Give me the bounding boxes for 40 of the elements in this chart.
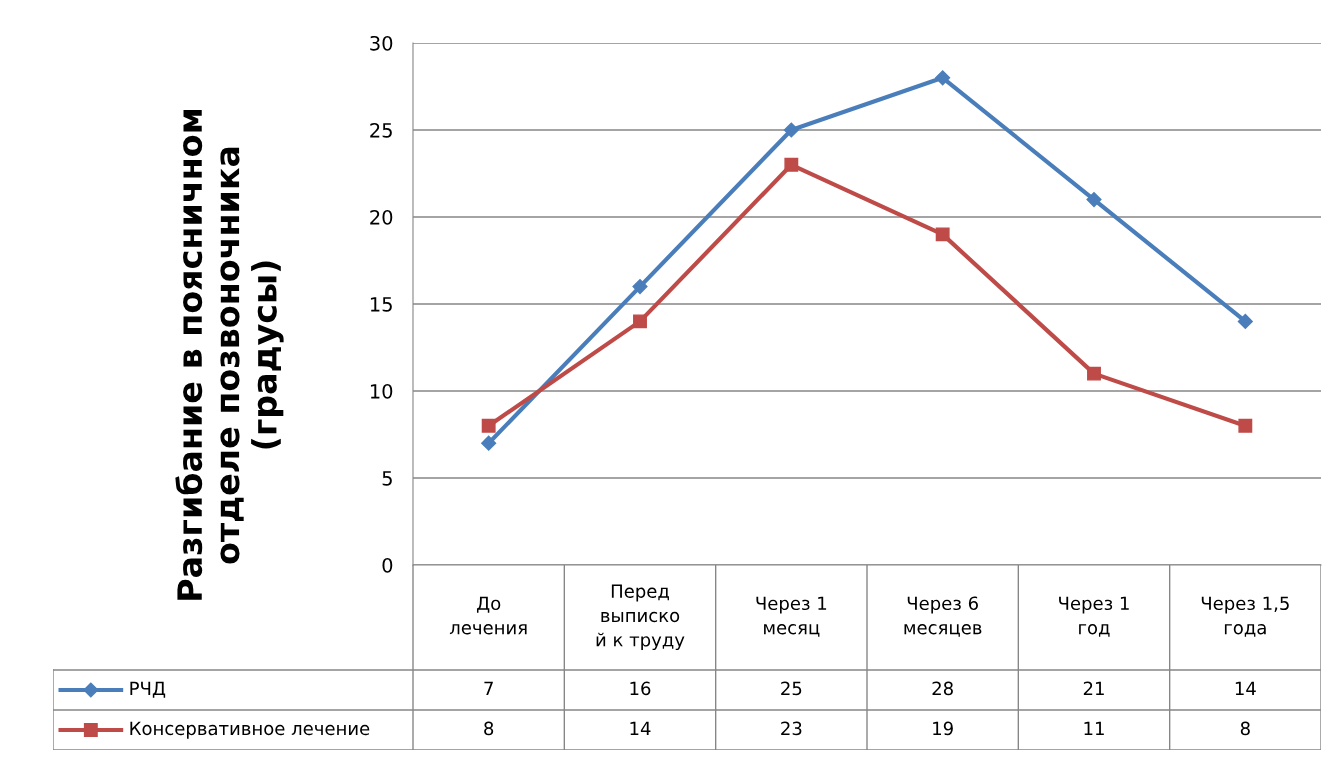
y-tick-label: 20 (370, 209, 393, 225)
point (481, 418, 496, 433)
y-tick-label: 5 (382, 471, 392, 486)
y-tick-label: 25 (370, 122, 392, 138)
data-label: 23 (781, 721, 802, 736)
data-label: 16 (630, 681, 651, 696)
point (783, 122, 799, 138)
data-label: 25 (781, 681, 802, 696)
legend-label: РЧД (130, 681, 166, 698)
x-tick-label: Через 1 месяц (756, 596, 827, 637)
data-label: 28 (932, 681, 953, 696)
legend-label: Консервативное лечение (130, 721, 370, 739)
x-tick-label: До лечения (449, 596, 527, 635)
point (784, 157, 799, 172)
y-tick-label: 15 (370, 297, 392, 312)
point (1087, 366, 1101, 381)
data-label: 8 (1240, 721, 1250, 736)
point (1237, 313, 1253, 329)
data-label: 19 (933, 721, 953, 736)
data-label: 11 (1084, 721, 1104, 735)
y-tick-label: 10 (370, 383, 393, 399)
x-tick-label: Перед выписко й к труду (596, 584, 685, 651)
data-label: 14 (630, 721, 651, 735)
point (935, 227, 950, 242)
point (632, 279, 648, 295)
point (935, 70, 951, 86)
point (481, 435, 497, 451)
y-tick-label: 0 (382, 557, 393, 573)
data-label: 14 (1235, 681, 1256, 695)
y-tick-label: 30 (370, 35, 393, 51)
y-axis-title: Разгибание в поясничном отделе позвоночника (градусы) (175, 109, 284, 600)
point (633, 314, 647, 329)
data-label: 8 (484, 721, 494, 736)
x-tick-label: Через 6 месяцев (904, 596, 982, 637)
data-label: 21 (1083, 681, 1104, 695)
point (1086, 192, 1102, 208)
point (1238, 418, 1253, 433)
x-tick-label: Через 1,5 года (1201, 596, 1289, 637)
data-label: 7 (484, 681, 493, 695)
x-tick-label: Через 1 год (1059, 596, 1129, 637)
